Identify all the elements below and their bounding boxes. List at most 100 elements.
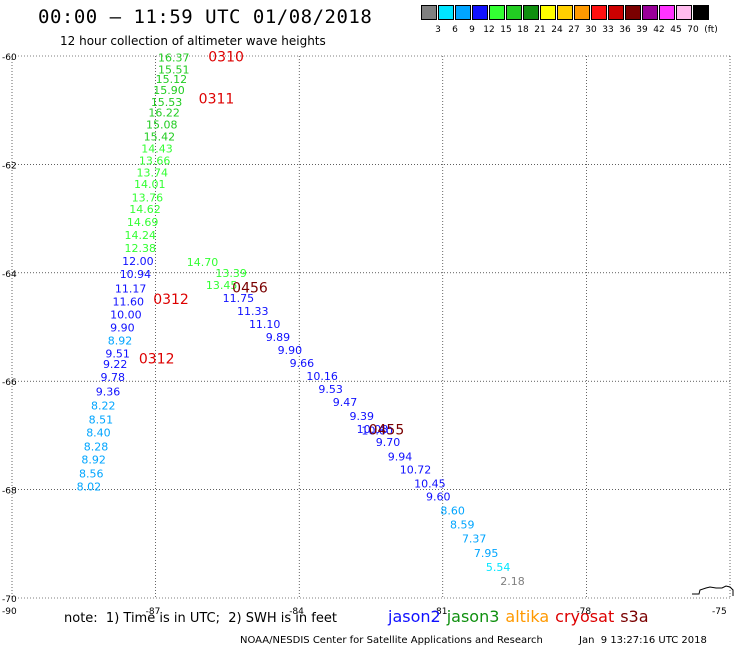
map-grid: -60 -62 -64 -66 -68 -70 -90 -87 -84 -81 -78 -75	[2, 53, 731, 617]
wave-height-value: 9.36	[96, 385, 121, 398]
legend-item-cryosat: cryosat	[555, 607, 615, 626]
lon-tick-label: -81	[433, 607, 448, 617]
wave-height-value: 7.37	[462, 533, 487, 546]
color-swatch	[472, 5, 488, 20]
wave-height-value: 9.70	[376, 436, 401, 449]
wave-height-value: 8.59	[450, 519, 475, 532]
wave-height-value: 2.18	[500, 575, 525, 588]
color-scale-label: 21	[534, 25, 546, 35]
color-swatch	[523, 5, 539, 20]
pass-time-label: 0311	[199, 92, 235, 108]
wave-height-value: 9.89	[266, 331, 291, 344]
wave-height-value: 9.78	[101, 371, 126, 384]
lon-tick-label: -84	[289, 607, 304, 617]
pass-time-label: 0312	[139, 351, 175, 367]
wave-height-value: 8.02	[77, 481, 102, 494]
wave-height-value: 8.40	[86, 426, 111, 439]
units-note: note: 1) Time is in UTC; 2) SWH is in fe…	[64, 611, 337, 626]
color-scale-label: 3	[435, 25, 441, 35]
lon-tick-label: -90	[2, 607, 17, 617]
wave-height-value: 10.45	[414, 477, 446, 490]
generated-timestamp: Jan 9 13:27:16 UTC 2018	[579, 635, 707, 646]
color-swatch	[574, 5, 590, 20]
color-swatch	[659, 5, 675, 20]
wave-height-value: 5.54	[486, 561, 511, 574]
color-scale-label: 6	[452, 25, 458, 35]
wave-height-value: 7.95	[474, 547, 499, 560]
wave-height-value: 10.16	[306, 370, 338, 383]
wave-height-value: 11.17	[115, 282, 147, 295]
color-scale-unit: (ft)	[704, 25, 718, 35]
color-scale-label: 39	[636, 25, 648, 35]
wave-height-value: 13.76	[132, 191, 164, 204]
wave-height-value: 12.38	[124, 242, 156, 255]
wave-height-value: 8.22	[91, 399, 116, 412]
color-swatch	[676, 5, 692, 20]
color-swatch	[489, 5, 505, 20]
wave-height-value: 14.43	[141, 142, 173, 155]
color-swatch	[557, 5, 573, 20]
pass-time-label: 0310	[208, 49, 244, 65]
wave-height-value: 15.90	[153, 84, 185, 97]
wave-height-value: 9.47	[333, 396, 358, 409]
legend-item-jason3: jason3	[446, 607, 500, 626]
wave-height-value: 13.45	[206, 279, 238, 292]
wave-height-value: 14.01	[134, 178, 166, 191]
lon-tick-label: -87	[146, 607, 161, 617]
wave-height-value: 12.00	[122, 255, 153, 268]
wave-height-value: 8.28	[84, 441, 109, 454]
color-swatch	[608, 5, 624, 20]
wave-height-value: 16.37	[158, 51, 190, 64]
wave-height-value: 15.53	[151, 96, 183, 109]
color-swatch	[693, 5, 709, 20]
color-scale-label: 15	[500, 25, 512, 35]
page-subtitle: 12 hour collection of altimeter wave hei…	[60, 34, 326, 48]
wave-height-value: 9.90	[278, 344, 303, 357]
wave-height-value: 11.60	[113, 295, 144, 308]
color-scale-label: 36	[619, 25, 631, 35]
color-swatch	[540, 5, 556, 20]
lon-tick-label: -75	[712, 607, 727, 617]
page-title: 00:00 – 11:59 UTC 01/08/2018	[38, 6, 373, 28]
wave-height-value: 15.51	[158, 63, 190, 76]
wave-height-value: 10.00	[110, 308, 142, 321]
observation-values: 16.3715.5115.1215.9015.5316.2215.0815.42…	[77, 51, 525, 588]
wave-height-value: 9.66	[290, 357, 315, 370]
color-swatch	[625, 5, 641, 20]
wave-height-value: 10.08	[357, 423, 389, 436]
legend-item-jason2: jason2	[388, 607, 441, 626]
lat-tick-label: -70	[2, 595, 17, 605]
credit-line: NOAA/NESDIS Center for Satellite Applica…	[240, 635, 543, 646]
color-scale-label: 45	[670, 25, 682, 35]
lat-tick-label: -68	[2, 487, 17, 497]
wave-height-value: 9.60	[426, 490, 451, 503]
color-scale-label: 18	[517, 25, 529, 35]
wave-height-value: 8.56	[79, 468, 104, 481]
wave-height-value: 11.10	[249, 318, 281, 331]
wave-height-value: 13.39	[215, 267, 247, 280]
color-swatch	[506, 5, 522, 20]
wave-height-value: 13.66	[139, 154, 171, 167]
wave-height-value: 9.53	[318, 383, 343, 396]
color-scale-label: 42	[653, 25, 665, 35]
lat-tick-label: -64	[2, 270, 17, 280]
color-scale-label: 30	[585, 25, 597, 35]
lon-tick-label: -78	[576, 607, 591, 617]
color-swatch	[455, 5, 471, 20]
pass-time-label: 0455	[369, 422, 405, 438]
pass-time-labels: 0310 0311 0456 0312 0312 0455	[139, 49, 404, 438]
lat-tick-label: -60	[2, 53, 17, 63]
wave-height-value: 13.74	[136, 166, 168, 179]
color-scale-label: 27	[568, 25, 580, 35]
color-swatch	[591, 5, 607, 20]
color-swatch	[642, 5, 658, 20]
wave-height-value: 15.12	[156, 73, 188, 86]
wave-height-value: 9.22	[103, 358, 128, 371]
color-scale-label: 33	[602, 25, 614, 35]
wave-height-value: 14.62	[129, 203, 161, 216]
lat-tick-label: -66	[2, 378, 17, 388]
wave-height-value: 9.51	[105, 347, 130, 360]
wave-height-value: 14.70	[187, 256, 219, 269]
color-scale-label: 12	[483, 25, 495, 35]
